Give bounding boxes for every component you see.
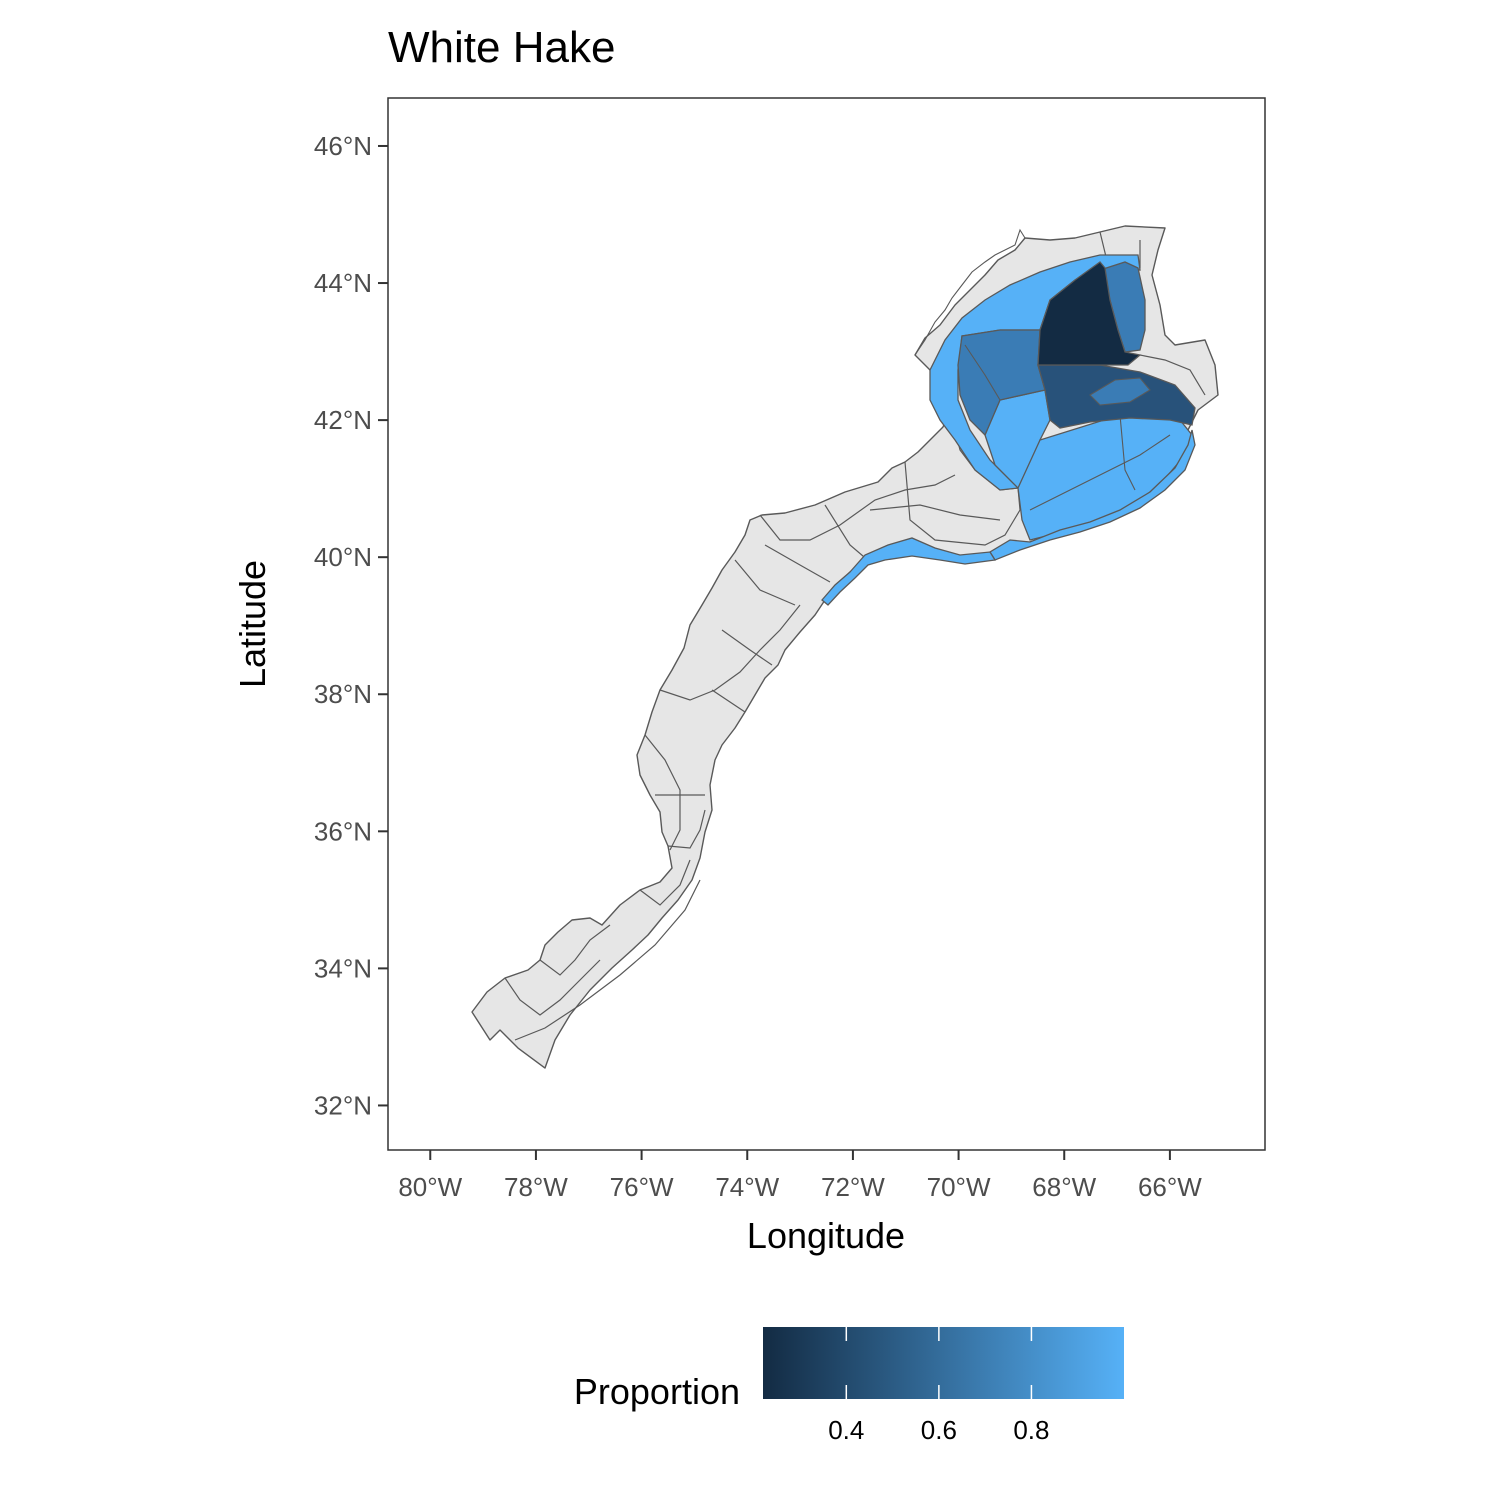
y-tick-label: 32°N xyxy=(314,1090,372,1120)
x-tick-label: 72°W xyxy=(821,1172,885,1202)
legend-title: Proportion xyxy=(574,1371,740,1412)
western-gom-divider xyxy=(964,344,1001,401)
y-tick-label: 36°N xyxy=(314,816,372,846)
y-axis-label: Latitude xyxy=(232,560,273,688)
x-axis-label: Longitude xyxy=(747,1215,905,1256)
coastline xyxy=(914,228,1026,356)
x-tick-label: 74°W xyxy=(715,1172,779,1202)
legend-tick-label: 0.6 xyxy=(921,1415,957,1445)
legend-tick-label: 0.4 xyxy=(828,1415,864,1445)
x-tick-label: 66°W xyxy=(1138,1172,1202,1202)
y-tick-label: 42°N xyxy=(314,405,372,435)
legend-colorbar xyxy=(763,1327,1124,1399)
georges-bank-divider xyxy=(1029,434,1171,511)
y-tick-label: 46°N xyxy=(314,131,372,161)
y-axis: 32°N 34°N 36°N 38°N 40°N 42°N 44°N 46°N xyxy=(314,131,388,1120)
y-tick-label: 38°N xyxy=(314,679,372,709)
region-southern-new-england-shelf-break xyxy=(989,429,1196,561)
georges-bank-divider-2 xyxy=(1119,414,1136,491)
legend-tick-label: 0.8 xyxy=(1013,1415,1049,1445)
region-mid-atlantic-shelf-break xyxy=(821,537,997,606)
x-axis: 80°W 78°W 76°W 74°W 72°W 70°W 68°W 66°W xyxy=(398,1150,1202,1202)
region-central-gulf-of-maine-basin xyxy=(1037,261,1142,366)
x-tick-label: 70°W xyxy=(927,1172,991,1202)
x-tick-label: 80°W xyxy=(398,1172,462,1202)
x-tick-label: 68°W xyxy=(1032,1172,1096,1202)
map-layer xyxy=(471,225,1219,1069)
x-tick-label: 78°W xyxy=(504,1172,568,1202)
y-tick-label: 40°N xyxy=(314,542,372,572)
legend-ticks: 0.4 0.6 0.8 xyxy=(828,1327,1050,1445)
y-tick-label: 44°N xyxy=(314,268,372,298)
chart-title: White Hake xyxy=(388,23,615,72)
y-tick-label: 34°N xyxy=(314,953,372,983)
x-tick-label: 76°W xyxy=(610,1172,674,1202)
georges-basin-inner xyxy=(1089,377,1151,406)
legend: Proportion 0.4 0.6 0.8 xyxy=(574,1327,1124,1445)
